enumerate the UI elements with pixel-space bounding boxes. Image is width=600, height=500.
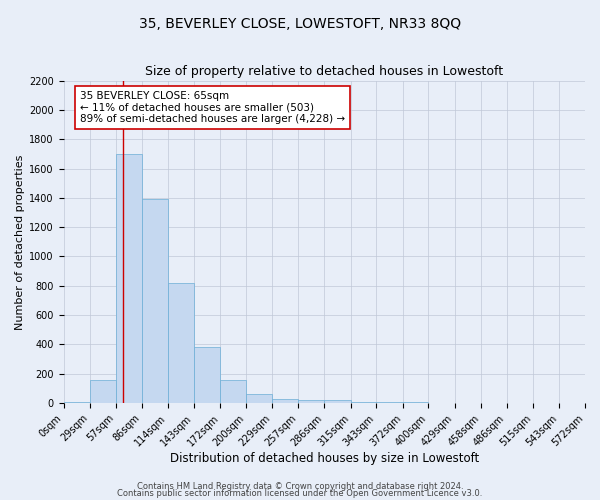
Bar [246,394,272,403]
Text: Contains HM Land Registry data © Crown copyright and database right 2024.: Contains HM Land Registry data © Crown c… [137,482,463,491]
Text: Contains public sector information licensed under the Open Government Licence v3: Contains public sector information licen… [118,489,482,498]
Bar [403,402,428,403]
Bar [64,402,90,403]
Y-axis label: Number of detached properties: Number of detached properties [15,154,25,330]
Bar [167,283,194,403]
Bar [90,380,116,403]
Bar [116,154,142,403]
X-axis label: Distribution of detached houses by size in Lowestoft: Distribution of detached houses by size … [170,452,479,465]
Bar [351,402,376,403]
Bar [194,348,220,403]
Bar [376,402,403,403]
Bar [220,380,246,403]
Bar [142,200,167,403]
Bar [325,400,351,403]
Title: Size of property relative to detached houses in Lowestoft: Size of property relative to detached ho… [145,65,503,78]
Text: 35 BEVERLEY CLOSE: 65sqm
← 11% of detached houses are smaller (503)
89% of semi-: 35 BEVERLEY CLOSE: 65sqm ← 11% of detach… [80,91,345,124]
Text: 35, BEVERLEY CLOSE, LOWESTOFT, NR33 8QQ: 35, BEVERLEY CLOSE, LOWESTOFT, NR33 8QQ [139,18,461,32]
Bar [298,400,325,403]
Bar [272,400,298,403]
